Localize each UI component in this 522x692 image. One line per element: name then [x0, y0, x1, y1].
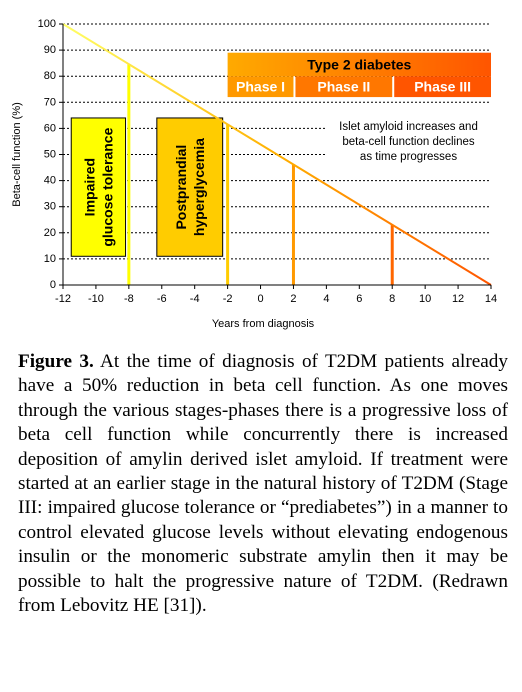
y-tick-label: 80	[44, 70, 56, 82]
x-tick-label: 2	[290, 293, 296, 305]
x-tick-label: 0	[257, 293, 263, 305]
y-tick-label: 90	[44, 44, 56, 56]
stage-box-label: glucose tolerance	[99, 127, 115, 246]
y-axis-title: Beta-cell function (%)	[11, 102, 23, 207]
y-tick-label: 10	[44, 253, 56, 265]
beta-cell-chart: Impaired glucose tolerance Postprandial hyp…	[11, 18, 497, 330]
phase-label: Phase I	[236, 79, 285, 95]
x-tick-label: 8	[389, 293, 395, 305]
y-tick-label: 40	[44, 175, 56, 187]
stage-markers	[127, 64, 394, 285]
x-tick-label: 12	[452, 293, 464, 305]
stage-box-label: Postprandial	[173, 145, 189, 230]
x-tick-label: -6	[157, 293, 167, 305]
caption-text: At the time of diagnosis of T2DM patient…	[18, 351, 508, 617]
x-tick-label: 10	[419, 293, 431, 305]
y-tick-label: 70	[44, 96, 56, 108]
x-tick-label: 14	[485, 293, 497, 305]
phase-bar	[295, 76, 393, 98]
beta-cell-decline-line	[62, 23, 492, 286]
y-tick-label: 50	[44, 149, 56, 161]
x-tick-label: -8	[124, 293, 134, 305]
annotation-background	[327, 112, 490, 170]
y-tick-label: 20	[44, 227, 56, 239]
stage-box-label: hyperglycemia	[191, 138, 207, 236]
stage-boxes: Impaired glucose tolerance Postprandial hyp…	[70, 117, 224, 257]
phase-bar	[394, 76, 491, 98]
annotation-line: beta-cell function declines	[342, 136, 475, 148]
x-tick-label: -10	[88, 293, 104, 305]
stage-box	[70, 117, 127, 257]
y-tick-label: 0	[50, 279, 56, 291]
phase-bar	[227, 76, 294, 98]
stage-box-label: Impaired	[81, 158, 97, 216]
x-tick-label: 6	[356, 293, 362, 305]
type2-phase-banner: Type 2 diabetes Phase I Phase II Phase III	[227, 52, 491, 98]
annotation-line: Islet amyloid increases and	[339, 121, 478, 133]
type2-title: Type 2 diabetes	[307, 56, 411, 72]
phase-label: Phase II	[317, 79, 370, 95]
phase-label: Phase III	[414, 79, 471, 95]
x-tick-label: -12	[55, 293, 71, 305]
x-tick-label: 4	[323, 293, 329, 305]
amyloid-annotation: Islet amyloid increases and beta-cell fun…	[327, 112, 490, 170]
annotation-line: as time progresses	[360, 151, 457, 163]
x-tick-label: -2	[223, 293, 233, 305]
y-tick-label: 30	[44, 201, 56, 213]
type2-title-bar	[227, 52, 491, 77]
decline-line-group	[62, 23, 492, 286]
y-tick-label: 100	[38, 18, 56, 30]
x-axis-title: Years from diagnosis	[212, 318, 315, 330]
axes: 0 10 20 30 40 50 60 70 80 90 100 -12 -10 -8 -6 -4 -2 0 2 4 6…	[11, 18, 497, 330]
x-tick-label: -4	[190, 293, 200, 305]
y-tick-label: 60	[44, 122, 56, 134]
stage-box	[156, 117, 224, 257]
figure-caption: Figure 3. At the time of diagnosis of T2…	[18, 350, 508, 618]
caption-label: Figure 3.	[18, 351, 94, 372]
